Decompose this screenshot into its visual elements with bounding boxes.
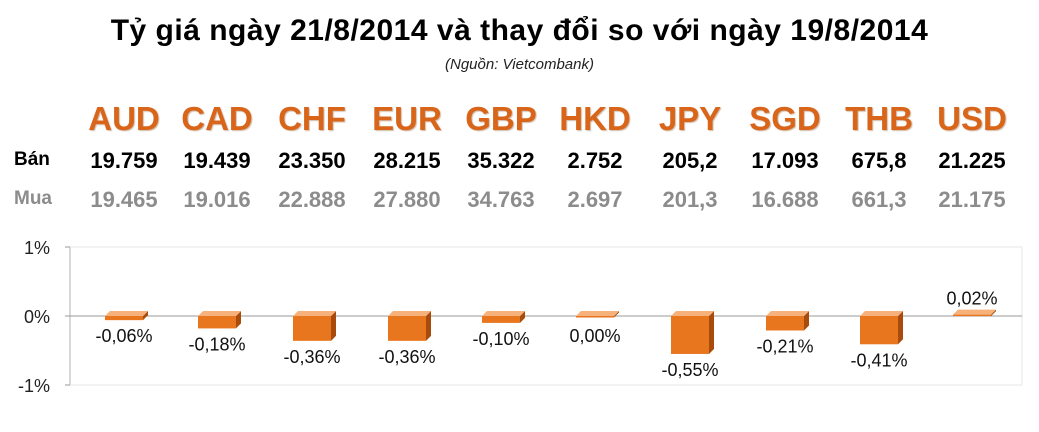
data-label-gbp: -0,10% [472,329,529,349]
currency-code-cad: CAD [181,100,253,137]
sell-rate-cad: 19.439 [183,148,251,173]
bar-top [388,311,431,316]
sell-row-label: Bán [14,149,50,170]
data-label-eur: -0,36% [378,347,435,367]
data-label-usd: 0,02% [946,289,997,309]
currency-code-aud: AUD [88,100,160,137]
bar-top [293,311,336,316]
buy-rate-usd: 21.175 [938,187,1006,212]
bar-sgd [766,316,804,331]
bar-side [804,311,809,331]
bar-jpy [671,316,709,354]
chart-title: Tỷ giá ngày 21/8/2014 và thay đổi so với… [110,14,929,47]
currency-code-chf: CHF [278,100,346,137]
bar-side [331,311,336,341]
currency-code-thb: THB [845,100,913,137]
y-tick-label: 1% [24,238,50,258]
buy-rate-eur: 27.880 [373,187,441,212]
currency-code-sgd: SGD [749,100,821,137]
data-label-jpy: -0,55% [661,360,718,380]
buy-rate-aud: 19.465 [90,187,158,212]
currency-code-jpy: JPY [658,100,722,137]
bar-hkd [576,316,614,318]
buy-rate-thb: 661,3 [851,187,907,212]
buy-rate-jpy: 201,3 [662,187,718,212]
sell-rate-usd: 21.225 [938,148,1006,173]
bar-side [898,311,903,345]
bar-top [766,311,809,316]
bar-top [198,311,241,316]
bar-top [576,311,619,316]
buy-rate-sgd: 16.688 [751,187,819,212]
data-label-cad: -0,18% [188,334,245,354]
bar-chf [293,316,331,341]
buy-rate-hkd: 2.697 [567,187,623,212]
buy-rate-chf: 22.888 [278,187,346,212]
sell-rate-hkd: 2.752 [567,148,623,173]
buy-rate-gbp: 34.763 [467,187,535,212]
currency-code-hkd: HKD [559,100,631,137]
bar-top [671,311,714,316]
change-bar-chart: 1% 0% -1% -0,06% -0,18% -0,36% -0,36% -0,10% 0,0… [18,238,1023,396]
sell-rate-sgd: 17.093 [751,148,819,173]
bar-side [520,311,525,323]
data-label-sgd: -0,21% [756,336,813,356]
data-label-aud: -0,06% [95,326,152,346]
buy-rate-cad: 19.016 [183,187,251,212]
bar-gbp [482,316,520,323]
sell-rate-aud: 19.759 [90,148,158,173]
bar-thb [860,316,898,345]
bar-top [953,309,996,315]
sell-rate-gbp: 35.322 [467,148,535,173]
bar-top [482,311,525,316]
bar-side [614,311,619,318]
sell-rate-chf: 23.350 [278,148,346,173]
data-label-hkd: 0,00% [569,326,620,346]
data-label-thb: -0,41% [850,350,907,370]
bar-top [105,311,148,316]
bar-eur [388,316,426,341]
currency-code-gbp: GBP [465,100,537,137]
buy-row-label: Mua [14,188,52,209]
y-tick-label: 0% [24,307,50,327]
y-tick-label: -1% [18,376,50,396]
bar-aud [105,316,143,321]
bar-side [709,311,714,354]
sell-rate-eur: 28.215 [373,148,441,173]
data-label-chf: -0,36% [283,347,340,367]
bar-side [236,311,241,329]
source-note: (Nguồn: Vietcombank) [445,56,594,73]
sell-rate-thb: 675,8 [851,148,907,173]
bar-side [991,309,996,317]
currency-code-usd: USD [937,100,1007,137]
bar-side [426,311,431,341]
sell-rate-jpy: 205,2 [662,148,718,173]
bar-cad [198,316,236,329]
bar-usd [953,314,991,317]
currency-code-eur: EUR [372,100,442,137]
bar-side [143,311,148,321]
bar-top [860,311,903,316]
